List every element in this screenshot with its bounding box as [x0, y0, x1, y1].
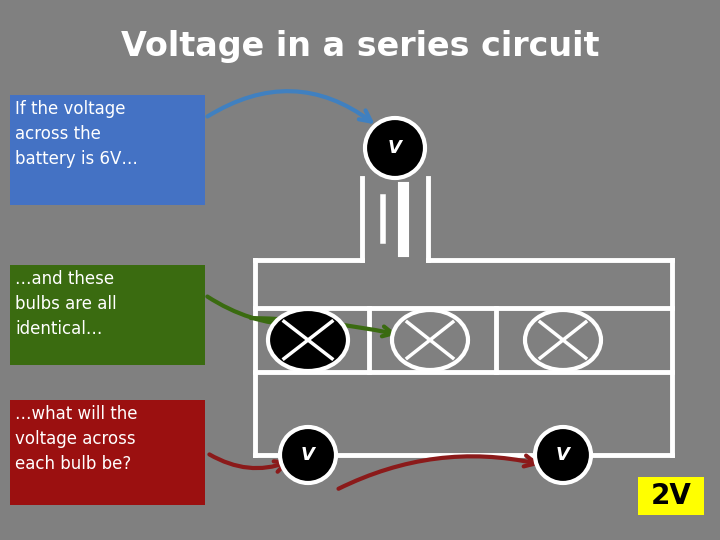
Ellipse shape — [525, 310, 601, 370]
Text: V: V — [556, 446, 570, 464]
FancyBboxPatch shape — [10, 400, 205, 505]
Circle shape — [535, 427, 591, 483]
Text: 2V: 2V — [651, 482, 691, 510]
Ellipse shape — [268, 309, 348, 371]
Text: …what will the
voltage across
each bulb be?: …what will the voltage across each bulb … — [15, 405, 138, 473]
FancyBboxPatch shape — [638, 477, 704, 515]
Text: If the voltage
across the
battery is 6V…: If the voltage across the battery is 6V… — [15, 100, 138, 168]
Text: …and these
bulbs are all
identical…: …and these bulbs are all identical… — [15, 270, 117, 338]
Text: V: V — [301, 446, 315, 464]
Ellipse shape — [392, 310, 468, 370]
FancyBboxPatch shape — [10, 95, 205, 205]
Circle shape — [280, 427, 336, 483]
FancyBboxPatch shape — [10, 265, 205, 365]
Circle shape — [365, 118, 425, 178]
Text: Voltage in a series circuit: Voltage in a series circuit — [121, 30, 599, 63]
Text: V: V — [388, 139, 402, 157]
